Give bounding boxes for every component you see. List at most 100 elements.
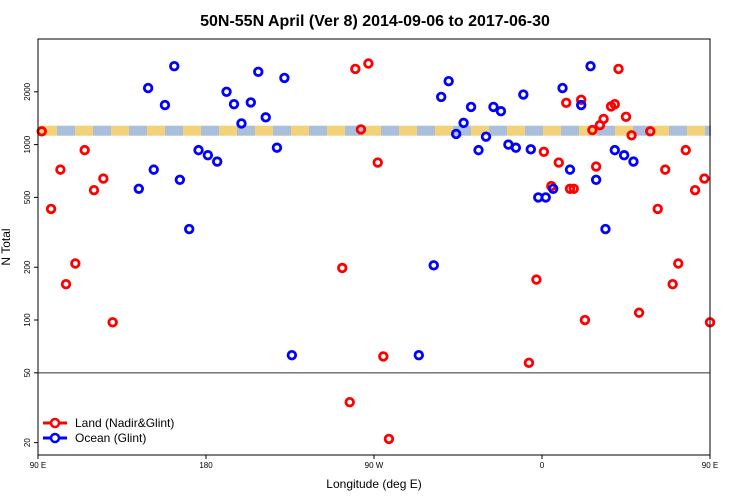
land-point <box>337 262 348 274</box>
band-segment <box>93 125 99 136</box>
x-axis-label: Longitude (deg E) <box>326 477 421 491</box>
land-point <box>553 157 564 168</box>
ocean-point <box>488 101 499 113</box>
ocean-point <box>245 97 256 108</box>
land-point <box>45 203 57 215</box>
land-point <box>98 173 109 184</box>
band-segment <box>249 125 255 136</box>
land-point <box>378 351 389 362</box>
band-segment <box>207 125 213 136</box>
band-segment <box>615 125 621 136</box>
ocean-point <box>518 89 529 100</box>
band-segment <box>429 125 435 136</box>
land-point <box>79 144 90 156</box>
band-segment <box>339 125 345 136</box>
ocean-point <box>450 128 462 140</box>
band-segment <box>195 125 201 136</box>
band-segment <box>105 125 111 136</box>
chart-title: 50N-55N April (Ver 8) 2014-09-06 to 2017… <box>200 13 550 30</box>
band-segment <box>675 125 681 136</box>
band-segment <box>399 125 405 136</box>
ocean-point <box>159 99 171 111</box>
ocean-point <box>576 99 587 111</box>
band-segment <box>57 125 63 136</box>
ocean-point <box>169 60 180 72</box>
band-segment <box>201 125 207 136</box>
y-tick-label: 1000 <box>23 135 32 153</box>
land-point <box>579 314 591 326</box>
band-segment <box>579 125 585 136</box>
ocean-point <box>525 144 536 155</box>
ocean-point <box>193 144 204 156</box>
band-segment <box>99 125 105 136</box>
band-segment <box>465 125 471 136</box>
x-tick-label: 90 E <box>30 461 46 470</box>
ocean-point <box>557 82 568 94</box>
ocean-point <box>202 150 214 161</box>
land-point <box>568 183 579 194</box>
band-segment <box>219 125 225 136</box>
land-point <box>699 173 710 184</box>
band-segment <box>405 125 411 136</box>
ocean-point <box>436 91 447 103</box>
band-segment <box>213 125 219 136</box>
land-point <box>587 124 598 136</box>
x-axis-ticks: 90 E 180 90 W 0 90 E <box>30 455 718 470</box>
band-segment <box>375 125 381 136</box>
land-point <box>383 433 395 445</box>
band-segment <box>291 125 297 136</box>
band-segment <box>267 125 273 136</box>
land-point <box>344 396 355 408</box>
y-tick-label: 100 <box>23 313 32 327</box>
ocean-point <box>510 142 522 153</box>
land-point <box>55 164 66 175</box>
land-point <box>576 94 587 106</box>
band-segment <box>681 125 687 136</box>
band-segment <box>159 125 165 136</box>
y-tick-label: 2000 <box>23 82 32 100</box>
ocean-point <box>260 112 271 123</box>
band-segment <box>279 125 285 136</box>
band-segment <box>177 125 183 136</box>
ocean-point <box>600 223 611 235</box>
band-segment <box>495 125 501 136</box>
band-segment <box>153 125 159 136</box>
band-segment <box>591 125 597 136</box>
legend-land-marker <box>49 417 61 429</box>
x-tick-label: 90 E <box>702 461 718 470</box>
land-point <box>620 111 632 123</box>
x-tick-label: 90 W <box>365 461 384 470</box>
band-segment <box>111 125 117 136</box>
ocean-point <box>473 144 484 156</box>
band-segment <box>555 125 561 136</box>
band-segment <box>459 125 465 136</box>
band-segment <box>693 125 699 136</box>
x-tick-label: 180 <box>199 461 213 470</box>
band-segment <box>129 125 135 136</box>
band-segment <box>609 125 615 136</box>
ocean-point <box>465 101 477 113</box>
band-segment <box>639 125 645 136</box>
ocean-point <box>148 164 159 175</box>
land-point <box>609 98 620 110</box>
ocean-point <box>183 223 195 235</box>
ocean-point <box>253 66 264 78</box>
y-tick-label: 50 <box>23 368 32 377</box>
data-band <box>39 125 711 136</box>
band-segment <box>225 125 231 136</box>
ocean-point <box>540 192 551 203</box>
band-segment <box>513 125 519 136</box>
land-point <box>355 124 367 135</box>
band-segment <box>303 125 309 136</box>
band-segment <box>441 125 447 136</box>
band-segment <box>669 125 675 136</box>
band-segment <box>63 125 69 136</box>
ocean-point <box>271 142 283 153</box>
band-segment <box>393 125 399 136</box>
land-point <box>372 157 383 168</box>
band-segment <box>351 125 357 136</box>
band-segment <box>597 125 603 136</box>
band-segment <box>51 125 57 136</box>
band-segment <box>537 125 543 136</box>
legend-land-label: Land (Nadir&Glint) <box>75 416 174 430</box>
